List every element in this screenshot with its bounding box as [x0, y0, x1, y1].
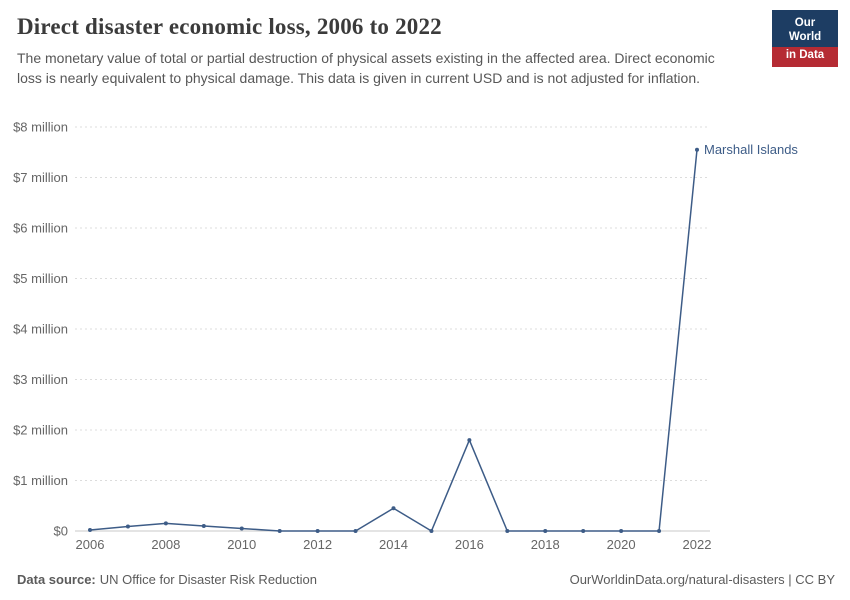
owid-logo-line1: Our World: [788, 17, 822, 44]
data-point[interactable]: [429, 529, 434, 533]
y-axis-tick-label: $3 million: [13, 372, 68, 387]
owid-logo[interactable]: Our World in Data: [772, 10, 838, 68]
data-point[interactable]: [353, 529, 358, 533]
x-axis-tick-label: 2006: [76, 537, 105, 552]
data-point[interactable]: [315, 529, 320, 533]
data-point[interactable]: [467, 438, 472, 443]
y-axis-tick-label: $1 million: [13, 473, 68, 488]
x-axis-tick-label: 2014: [379, 537, 408, 552]
data-point[interactable]: [239, 526, 244, 531]
data-point[interactable]: [695, 147, 699, 152]
y-axis-tick-label: $7 million: [13, 170, 68, 185]
y-axis-tick-label: $6 million: [13, 221, 68, 236]
page-title: Direct disaster economic loss, 2006 to 2…: [17, 14, 442, 39]
x-axis-tick-label: 2010: [227, 537, 256, 552]
x-axis-tick-label: 2022: [683, 537, 712, 552]
data-point[interactable]: [391, 506, 396, 511]
x-axis-tick-label: 2008: [151, 537, 180, 552]
y-axis-tick-label: $2 million: [13, 423, 68, 438]
owid-logo-line2: in Data: [772, 46, 838, 68]
owid-url-link[interactable]: OurWorldinData.org/natural-disasters | C…: [569, 572, 835, 587]
chart-header: Direct disaster economic loss, 2006 to 2…: [17, 14, 833, 89]
data-point[interactable]: [277, 529, 282, 533]
chart-subtitle: The monetary value of total or partial d…: [17, 50, 715, 86]
data-point[interactable]: [505, 529, 510, 533]
y-axis-tick-label: $5 million: [13, 271, 68, 286]
data-point[interactable]: [581, 529, 586, 533]
x-axis-tick-label: 2012: [303, 537, 332, 552]
y-axis-tick-label: $4 million: [13, 322, 68, 337]
x-axis-tick-label: 2018: [531, 537, 560, 552]
chart-footer: Data source: UN Office for Disaster Risk …: [17, 572, 835, 587]
data-point[interactable]: [125, 524, 130, 529]
x-axis-tick-label: 2020: [607, 537, 636, 552]
data-point[interactable]: [657, 529, 662, 533]
data-point[interactable]: [543, 529, 548, 533]
data-source-text: UN Office for Disaster Risk Reduction: [99, 572, 317, 587]
entity-label-marshall-islands[interactable]: Marshall Islands: [704, 142, 798, 157]
x-axis-tick-label: 2016: [455, 537, 484, 552]
series-line-marshall-islands[interactable]: [89, 149, 698, 532]
data-source-label: Data source:: [17, 572, 96, 587]
data-point[interactable]: [163, 521, 168, 526]
data-point[interactable]: [619, 529, 624, 533]
data-point[interactable]: [201, 523, 206, 528]
data-source: Data source: UN Office for Disaster Risk …: [17, 572, 317, 587]
y-axis-tick-label: $8 million: [13, 120, 68, 135]
data-point[interactable]: [88, 527, 92, 532]
y-axis-tick-label: $0: [54, 524, 68, 539]
